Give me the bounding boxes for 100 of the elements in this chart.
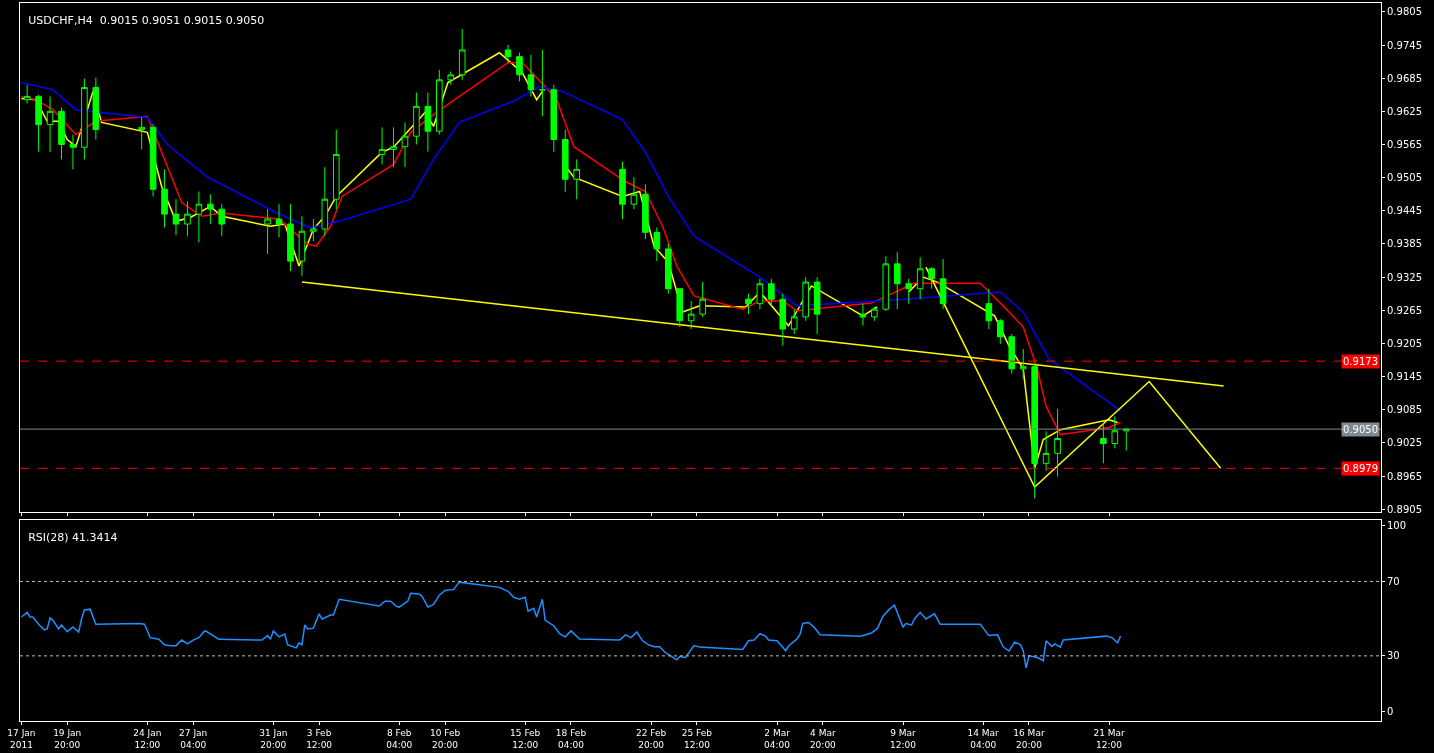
candlestick <box>997 318 1004 345</box>
candlestick <box>1054 408 1061 478</box>
candlestick <box>985 288 993 330</box>
y-tick-label: 0.9505 <box>1387 172 1422 184</box>
x-tick-label: 18 Feb 04:00 <box>555 727 587 750</box>
x-tick-label: 2 Mar 04:00 <box>764 727 791 750</box>
candlestick <box>172 198 180 236</box>
y-tick-label: 0.9565 <box>1387 138 1422 150</box>
candlestick <box>23 84 31 105</box>
candlestick <box>561 129 569 193</box>
y-tick-label: 0.8905 <box>1387 503 1422 515</box>
candlestick <box>905 278 913 305</box>
x-tick-label: 9 Mar 12:00 <box>890 727 917 750</box>
candlestick <box>310 218 317 242</box>
candlestick <box>516 52 523 82</box>
candlestick <box>92 77 100 141</box>
x-tick-label: 16 Mar 20:00 <box>1013 727 1045 750</box>
x-tick-label: 31 Jan 20:00 <box>259 727 288 750</box>
candlestick <box>699 281 706 318</box>
candlestick <box>46 95 54 153</box>
x-tick-label: 14 Mar 04:00 <box>967 727 1000 750</box>
candlestick <box>390 126 397 168</box>
y-tick-label: 0.9805 <box>1387 6 1422 18</box>
text: RSI(28) 41.3414 <box>28 530 118 544</box>
y-tick-label: 100 <box>1387 520 1407 532</box>
x-tick-label: 24 Jan 12:00 <box>133 727 162 750</box>
candlestick <box>642 183 649 240</box>
y-tick-label: 0.9685 <box>1387 72 1422 84</box>
x-tick-label: 10 Feb 20:00 <box>429 727 461 750</box>
candlestick <box>298 215 306 277</box>
x-tick-label: 17 Jan 2011 <box>7 727 36 750</box>
candlestick <box>539 49 546 117</box>
candlestick <box>882 255 890 312</box>
text: USDCHF,H4 0.9015 0.9051 0.9015 0.9050 <box>28 13 265 27</box>
candlestick <box>138 116 145 150</box>
candlestick <box>149 124 157 197</box>
candlestick <box>1031 363 1038 499</box>
candlestick <box>161 168 168 228</box>
candlestick <box>687 300 695 330</box>
candlestick <box>69 134 77 170</box>
x-tick-label: 21 Mar 12:00 <box>1093 727 1126 750</box>
candlestick <box>745 293 752 315</box>
candlestick <box>790 308 798 335</box>
ref-line-label: 0.9173 <box>1343 356 1378 367</box>
candlestick <box>447 71 455 86</box>
candlestick <box>218 203 226 237</box>
candlestick <box>916 256 924 300</box>
x-tick-label: 19 Jan 20:00 <box>53 727 82 750</box>
candlestick <box>275 203 283 238</box>
candlestick <box>630 176 638 210</box>
y-tick-label: 0.9265 <box>1387 304 1422 316</box>
candlestick <box>35 94 42 153</box>
candlestick <box>58 106 65 160</box>
candlestick <box>207 193 214 225</box>
candlestick <box>1100 423 1107 464</box>
y-tick-label: 0.9025 <box>1387 437 1422 449</box>
candlestick <box>619 161 626 220</box>
candlestick <box>264 208 271 255</box>
y-tick-label: 0.9445 <box>1387 205 1422 217</box>
candlestick <box>768 278 775 307</box>
y-tick-label: 0.9205 <box>1387 337 1422 349</box>
x-tick-label: 25 Feb 12:00 <box>681 727 713 750</box>
candlestick <box>813 276 821 335</box>
candlestick <box>195 190 203 243</box>
x-tick-label: 15 Feb 12:00 <box>510 727 541 750</box>
ref-line-label: 0.9050 <box>1343 424 1378 435</box>
candlestick <box>928 266 935 290</box>
candlestick <box>458 28 466 81</box>
candlestick <box>378 126 386 165</box>
line-series <box>20 581 1122 669</box>
y-tick-label: 0.9745 <box>1387 39 1422 51</box>
candlestick <box>413 92 420 145</box>
candlestick <box>756 278 764 310</box>
y-tick-label: 0.9625 <box>1387 105 1422 117</box>
candlestick <box>779 293 787 347</box>
candlestick <box>1019 348 1027 380</box>
candlestick <box>424 92 432 153</box>
candlestick <box>1111 415 1119 449</box>
candlestick <box>802 276 809 322</box>
y-tick-label: 0.8965 <box>1387 470 1422 482</box>
y-tick-label: 30 <box>1387 650 1400 662</box>
candlestick <box>550 84 558 153</box>
y-tick-label: 0.9085 <box>1387 404 1422 416</box>
y-tick-label: 0.9325 <box>1387 271 1422 283</box>
x-tick-label: 4 Mar 20:00 <box>809 727 837 750</box>
candlestick <box>573 158 581 200</box>
candlestick <box>527 54 535 97</box>
candlestick <box>287 203 294 272</box>
candlestick <box>893 251 901 310</box>
candlestick <box>504 44 512 64</box>
candlestick <box>321 166 329 237</box>
y-tick-label: 0 <box>1387 706 1394 718</box>
candlestick <box>676 288 684 328</box>
candlestick <box>436 69 443 136</box>
candlestick <box>401 121 409 168</box>
x-tick-label: 27 Jan 04:00 <box>179 727 208 750</box>
x-tick-label: 8 Feb 04:00 <box>386 727 413 750</box>
y-tick-label: 70 <box>1387 575 1400 587</box>
candlestick <box>184 200 191 237</box>
candlestick <box>939 258 947 310</box>
